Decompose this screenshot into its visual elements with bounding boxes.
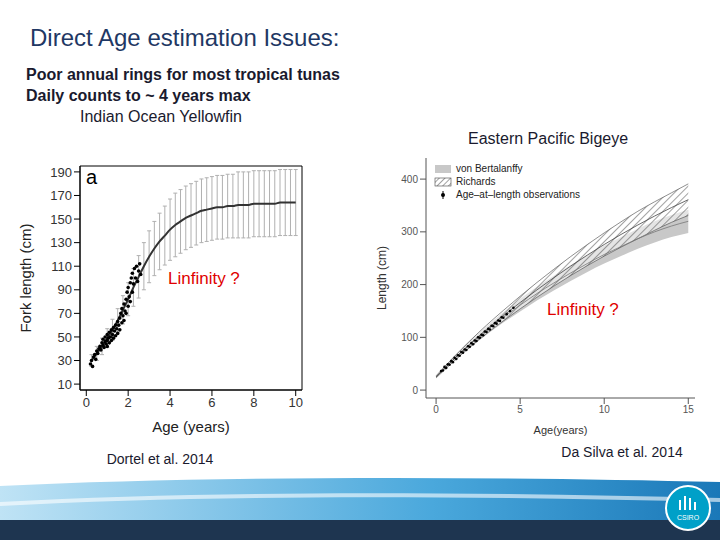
svg-text:90: 90 (58, 282, 72, 297)
svg-text:300: 300 (401, 226, 418, 237)
svg-text:0: 0 (433, 404, 439, 415)
html-text:Direct Age estimation Issues:: Direct Age estimation Issues: (30, 24, 340, 51)
svg-text:10: 10 (58, 377, 72, 392)
svg-text:15: 15 (683, 404, 695, 415)
html-text:Age–at–length observations: Age–at–length observations (456, 189, 580, 200)
svg-text:110: 110 (51, 259, 72, 274)
svg-text:Length (cm): Length (cm) (375, 246, 389, 310)
svg-text:400: 400 (401, 174, 418, 185)
svg-text:10: 10 (288, 395, 302, 410)
html-text:a: a (86, 166, 98, 188)
html-text:Da Silva et al. 2014: Da Silva et al. 2014 (561, 444, 683, 460)
svg-text:190: 190 (50, 165, 72, 180)
svg-text:100: 100 (401, 332, 418, 343)
html-text:Daily counts to ~ 4 years max: Daily counts to ~ 4 years max (26, 87, 251, 104)
html-text:Linfinity ?: Linfinity ? (547, 300, 619, 319)
html-text:Eastern Pacific Bigeye: Eastern Pacific Bigeye (468, 130, 629, 147)
svg-text:50: 50 (58, 330, 72, 345)
svg-text:130: 130 (50, 235, 72, 250)
html-text:von Bertalanffy: von Bertalanffy (456, 163, 523, 174)
svg-text:Fork length (cm): Fork length (cm) (18, 223, 34, 332)
svg-text:Age (years): Age (years) (152, 418, 230, 435)
svg-text:10: 10 (599, 404, 611, 415)
svg-text:0: 0 (83, 395, 90, 410)
svg-text:4: 4 (166, 395, 173, 410)
svg-text:0: 0 (412, 385, 418, 396)
html-text:Indian Ocean Yellowfin: Indian Ocean Yellowfin (80, 108, 242, 125)
svg-text:2: 2 (125, 395, 132, 410)
svg-text:70: 70 (58, 306, 72, 321)
svg-text:8: 8 (250, 395, 257, 410)
html-text:Linfinity ?: Linfinity ? (168, 269, 240, 288)
html-text:Poor annual rings for most tro: Poor annual rings for most tropical tuna… (26, 66, 340, 83)
html-text:Richards: Richards (456, 176, 496, 187)
svg-text:150: 150 (50, 212, 72, 227)
svg-text:170: 170 (50, 188, 72, 203)
svg-text:6: 6 (208, 395, 215, 410)
svg-text:CSIRO: CSIRO (677, 514, 700, 521)
svg-text:Age(years): Age(years) (534, 424, 588, 436)
svg-text:30: 30 (58, 353, 72, 368)
html-text:Dortel et al. 2014: Dortel et al. 2014 (106, 451, 214, 467)
svg-text:200: 200 (401, 279, 418, 290)
svg-text:5: 5 (517, 404, 523, 415)
